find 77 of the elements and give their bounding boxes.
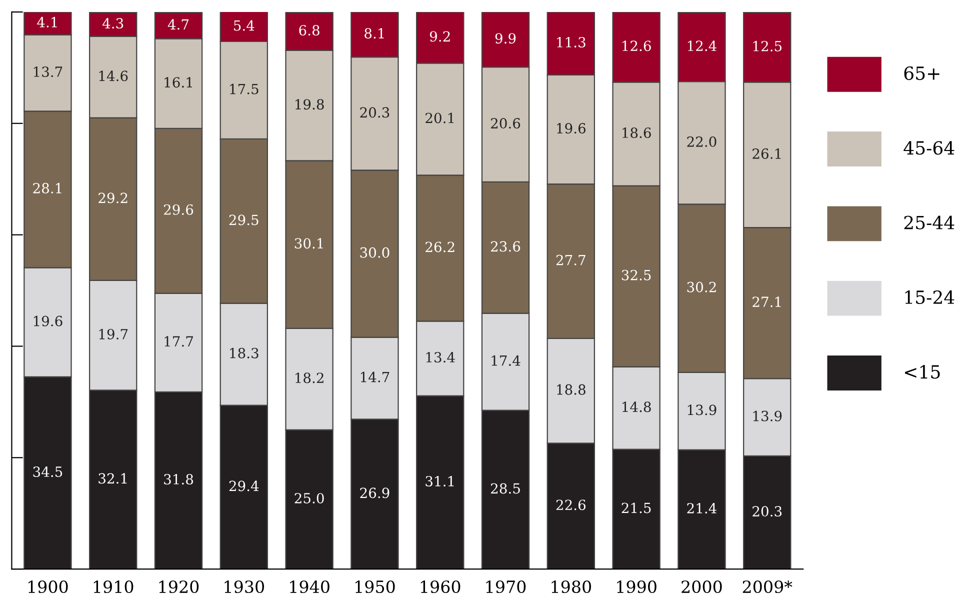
data-label: 21.5 <box>622 502 651 514</box>
data-label: 27.7 <box>556 254 586 266</box>
x-tick-label: 1900 <box>28 580 68 594</box>
data-label: 34.5 <box>33 466 62 477</box>
data-label: 26.1 <box>752 148 781 159</box>
data-label: 14.8 <box>622 402 651 412</box>
x-tick-label: 1960 <box>420 580 460 594</box>
data-label: 14.6 <box>99 70 128 82</box>
data-label: 17.5 <box>230 84 258 94</box>
x-tick-label: 2000 <box>682 580 722 594</box>
x-tick-label: 1950 <box>356 580 395 594</box>
data-label: 30.2 <box>687 282 716 292</box>
data-label: 8.1 <box>364 28 384 39</box>
data-label: 13.4 <box>426 352 455 363</box>
data-label: 17.4 <box>492 355 520 366</box>
data-label: 9.9 <box>495 33 516 44</box>
data-label: 32.1 <box>98 473 127 484</box>
data-label: 20.1 <box>426 112 454 124</box>
data-label: 11.3 <box>557 36 586 48</box>
data-label: 13.9 <box>688 404 716 416</box>
data-label: 21.4 <box>687 502 716 514</box>
data-label: 19.8 <box>296 99 324 110</box>
data-label: 13.7 <box>34 66 62 78</box>
legend-label: <15 <box>905 365 940 379</box>
data-label: 12.4 <box>688 40 716 52</box>
data-label: 4.7 <box>168 19 189 30</box>
data-label: 14.7 <box>360 372 390 382</box>
data-label: 16.1 <box>164 77 192 88</box>
data-label: 20.6 <box>490 118 520 129</box>
data-label: 26.9 <box>360 488 390 498</box>
data-label: 23.6 <box>490 241 520 252</box>
data-label: 9.2 <box>430 31 450 42</box>
data-label: 28.1 <box>33 182 62 194</box>
x-tick-label: 1980 <box>552 580 592 594</box>
data-label: 29.5 <box>229 214 258 226</box>
x-tick-label: 1910 <box>94 580 134 594</box>
data-label: 29.6 <box>164 204 194 215</box>
x-tick-label: 1940 <box>290 580 330 594</box>
x-tick-label: 2009* <box>742 580 792 594</box>
data-label: 30.1 <box>294 238 323 249</box>
data-label: 25.0 <box>294 492 324 504</box>
x-tick-label: 1930 <box>224 580 264 594</box>
x-tick-label: 1990 <box>617 580 656 594</box>
data-label: 20.3 <box>752 506 782 517</box>
data-label: 32.5 <box>622 270 651 280</box>
data-label: 18.6 <box>622 128 651 138</box>
data-label: 12.6 <box>622 40 651 52</box>
data-label: 13.9 <box>753 410 782 422</box>
data-label: 22.0 <box>687 136 716 147</box>
legend-label: 45-64 <box>904 141 954 155</box>
data-label: 18.2 <box>296 372 324 384</box>
legend-label: 15-24 <box>905 290 954 304</box>
data-label: 20.3 <box>360 107 390 118</box>
data-label: 18.8 <box>557 384 586 395</box>
data-label: 28.5 <box>490 483 520 494</box>
data-label: 17.7 <box>164 336 193 347</box>
data-label: 19.7 <box>99 328 128 340</box>
data-label: 19.6 <box>34 316 62 326</box>
x-tick-label: 1970 <box>486 580 526 594</box>
data-label: 18.3 <box>230 348 258 358</box>
data-label: 26.2 <box>426 242 454 252</box>
data-label: 30.0 <box>360 247 390 258</box>
data-label: 31.1 <box>426 476 454 486</box>
data-label: 4.3 <box>102 18 124 29</box>
data-label: 6.8 <box>299 25 320 36</box>
data-label: 4.1 <box>37 16 57 28</box>
data-label: 29.2 <box>98 192 128 204</box>
data-label: 5.4 <box>234 20 254 31</box>
data-label: 29.4 <box>229 480 259 492</box>
data-label: 31.8 <box>164 474 194 485</box>
legend-label: 65+ <box>904 66 940 80</box>
x-tick-label: 1920 <box>159 580 199 594</box>
legend-label: 25-44 <box>904 216 954 230</box>
data-label: 19.6 <box>557 123 586 134</box>
data-label: 27.1 <box>752 296 781 308</box>
data-label: 22.6 <box>556 500 586 510</box>
data-label: 12.5 <box>753 40 782 52</box>
